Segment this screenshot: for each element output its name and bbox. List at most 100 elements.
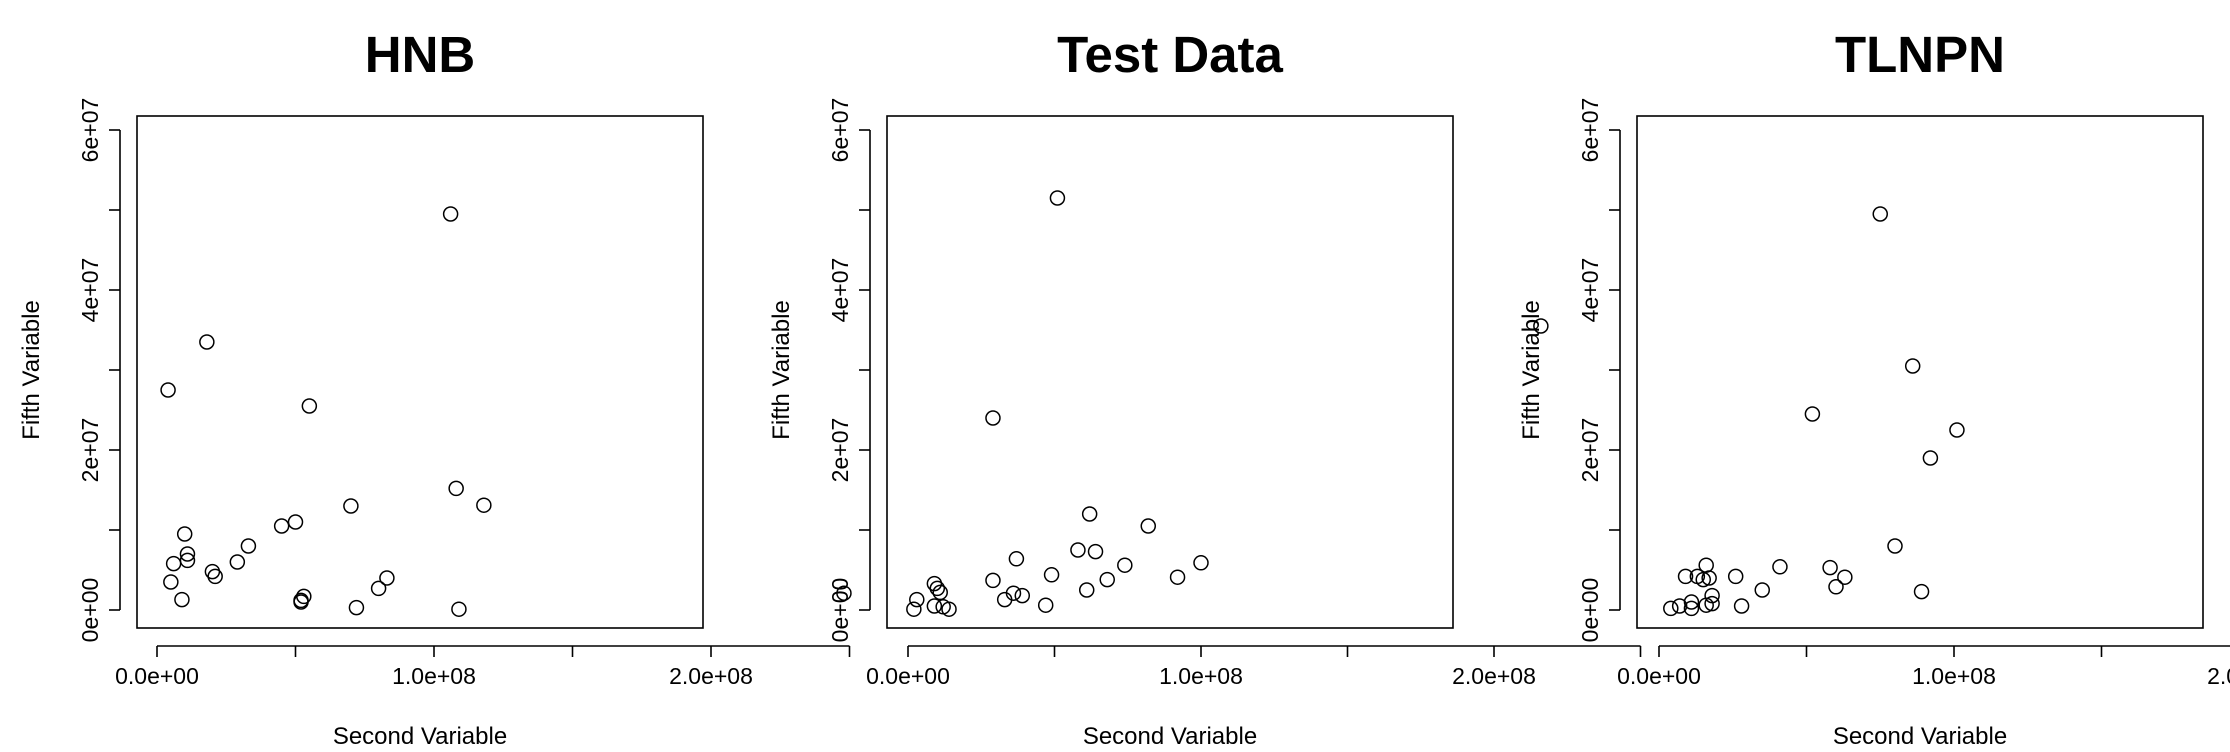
y-tick-label: 0e+00 (827, 578, 853, 643)
x-axis-label: Second Variable (1083, 723, 1257, 750)
data-point (379, 570, 395, 586)
data-point (1822, 559, 1838, 576)
data-point (1695, 571, 1711, 588)
y-axis-label: Fifth Variable (1518, 300, 1545, 440)
data-point (906, 601, 922, 617)
data-point (287, 514, 304, 530)
panel-2: Test Data 0.0e+00 1.0e+08 2.0e+08 0e+00 2e+07… (768, 26, 1642, 750)
data-point (1949, 422, 1965, 438)
scatter-panels: HNB 0.0e+00 1.0e+08 2.0e+08 0e+00 2e+07 4e+07 6… (18, 26, 2230, 750)
data-point (1005, 585, 1022, 601)
x-tick-label: 0.0e+00 (1617, 663, 1701, 689)
x-tick-label: 0.0e+00 (115, 663, 199, 689)
y-axis-label: Fifth Variable (768, 300, 795, 440)
data-point (836, 585, 852, 601)
data-point (1037, 597, 1054, 613)
data-point (240, 538, 257, 554)
x-axis-label: Second Variable (333, 723, 507, 750)
data-point (207, 568, 223, 585)
data-point (1008, 551, 1025, 567)
data-point (176, 526, 193, 542)
data-point (932, 584, 948, 601)
data-point (1772, 559, 1788, 575)
data-point (1049, 190, 1066, 206)
data-point (929, 580, 946, 597)
data-point (985, 410, 1001, 426)
plot-frame (886, 115, 1454, 629)
data-point (1169, 569, 1186, 585)
data-point (1704, 587, 1720, 604)
data-point (1677, 568, 1694, 585)
data-point (348, 599, 365, 616)
chart-title: TLNPN (1835, 26, 2005, 83)
data-point (941, 601, 957, 617)
data-point (1140, 518, 1157, 534)
data-point (1887, 538, 1903, 554)
data-point (165, 555, 182, 572)
y-tick-label: 6e+07 (827, 98, 853, 163)
data-point (1043, 567, 1060, 583)
x-tick-label: 2.0e+08 (2207, 663, 2230, 689)
data-point (985, 572, 1001, 589)
data-point (1014, 587, 1031, 604)
panel-1: HNB 0.0e+00 1.0e+08 2.0e+08 0e+00 2e+07 4e+07 6… (18, 26, 852, 750)
panel-3: TLNPN 0.0e+00 1.0e+08 2.0e+08 0e+00 2e+07 4e+0… (1518, 26, 2230, 750)
chart-title: HNB (365, 26, 476, 83)
data-point (1193, 555, 1209, 571)
data-point (179, 552, 196, 569)
data-point (1913, 583, 1930, 600)
data-point (1663, 600, 1679, 617)
y-tick-label: 2e+07 (77, 418, 103, 483)
data-point (1683, 594, 1700, 610)
data-point (1683, 600, 1700, 617)
data-point (160, 382, 176, 398)
x-tick-label: 0.0e+00 (866, 663, 950, 689)
data-point (909, 591, 925, 608)
chart-title: Test Data (1057, 26, 1283, 83)
data-point (229, 554, 246, 570)
data-point (343, 498, 359, 514)
data-point (451, 601, 467, 617)
plot-frame (1636, 115, 2204, 629)
data-point (179, 546, 196, 562)
y-tick-label: 0e+00 (1577, 578, 1603, 643)
data-point (199, 334, 215, 350)
data-point (174, 591, 190, 608)
x-tick-label: 1.0e+08 (392, 663, 476, 689)
y-tick-label: 4e+07 (77, 258, 103, 323)
data-point (1872, 206, 1888, 222)
data-point (1081, 506, 1098, 522)
x-tick-label: 2.0e+08 (1452, 663, 1536, 689)
data-point (448, 480, 464, 497)
data-point (442, 206, 459, 222)
y-tick-label: 4e+07 (1577, 258, 1603, 323)
data-point (1904, 358, 1921, 374)
x-tick-label: 1.0e+08 (1159, 663, 1243, 689)
y-tick-label: 2e+07 (1577, 418, 1603, 483)
data-point (1704, 595, 1720, 612)
data-point (1804, 406, 1821, 422)
y-axis-label: Fifth Variable (18, 300, 45, 440)
data-point (370, 580, 387, 597)
y-tick-label: 4e+07 (827, 258, 853, 323)
data-point (476, 497, 492, 513)
data-point (1733, 598, 1750, 614)
x-axis-label: Second Variable (1833, 723, 2007, 750)
data-point (926, 598, 943, 614)
y-tick-label: 2e+07 (827, 418, 853, 483)
x-tick-label: 1.0e+08 (1912, 663, 1996, 689)
plot-frame (136, 115, 704, 629)
data-point (1070, 542, 1086, 558)
y-tick-label: 6e+07 (1577, 98, 1603, 163)
data-point (1087, 543, 1104, 560)
x-tick-label: 2.0e+08 (669, 663, 753, 689)
data-point (1828, 579, 1844, 595)
data-point (1754, 582, 1770, 598)
data-point (1533, 318, 1549, 334)
data-point (163, 574, 179, 590)
data-point (1701, 570, 1717, 586)
y-tick-label: 6e+07 (77, 98, 103, 163)
y-tick-label: 0e+00 (77, 578, 103, 643)
data-point (273, 518, 290, 534)
